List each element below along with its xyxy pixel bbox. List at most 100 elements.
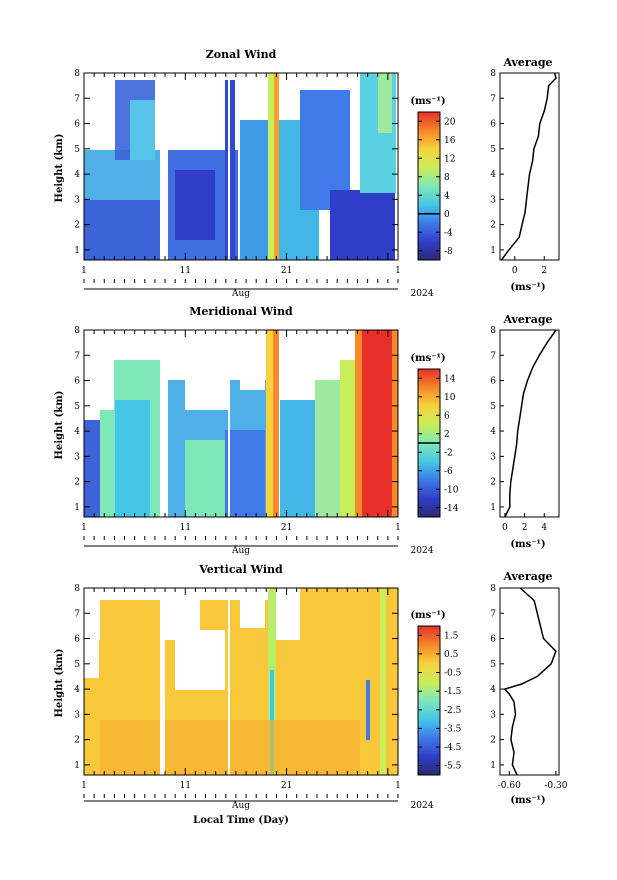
y-tick-label: 1 bbox=[74, 761, 80, 771]
average-profile-line bbox=[500, 72, 557, 261]
avg-y-tick-label: 6 bbox=[490, 635, 496, 645]
avg-y-tick-label: 2 bbox=[490, 736, 496, 746]
avg-x-tick-label: 2 bbox=[522, 523, 528, 533]
colorbar-tick-label: -14 bbox=[444, 504, 459, 514]
panel-title: Meridional Wind bbox=[189, 305, 293, 318]
heatmap-vertical bbox=[84, 588, 398, 775]
panel-title: Zonal Wind bbox=[206, 48, 277, 61]
colorbar-tick-label: -10 bbox=[444, 485, 459, 495]
avg-y-tick-label: 1 bbox=[490, 246, 496, 256]
colorbar-tick-label: 1.5 bbox=[444, 631, 459, 641]
colorbar-tick-label: -5.5 bbox=[444, 762, 462, 772]
x-tick-label: 1 bbox=[395, 266, 401, 276]
heatmap-zonal bbox=[84, 73, 398, 260]
heatmap-meridional bbox=[84, 330, 398, 517]
y-tick-label: 8 bbox=[74, 326, 80, 336]
x-tick-label: 21 bbox=[281, 781, 292, 791]
y-tick-label: 3 bbox=[74, 710, 80, 720]
plot-frame bbox=[83, 587, 399, 776]
x-tick-label: 1 bbox=[81, 523, 87, 533]
month-label: Aug bbox=[231, 801, 250, 811]
avg-y-tick-label: 3 bbox=[490, 195, 496, 205]
avg-y-tick-label: 7 bbox=[490, 94, 496, 104]
avg-x-tick-label: -0.30 bbox=[544, 781, 567, 791]
average-profile-line bbox=[503, 587, 557, 776]
y-tick-label: 2 bbox=[74, 478, 80, 488]
x-tick-label: 11 bbox=[180, 266, 191, 276]
x-tick-label: 11 bbox=[180, 523, 191, 533]
avg-y-tick-label: 8 bbox=[490, 584, 496, 594]
y-tick-label: 4 bbox=[74, 685, 80, 695]
colorbar-tick-label: 4 bbox=[444, 191, 450, 201]
y-tick-label: 7 bbox=[74, 351, 80, 361]
x-tick-label: 21 bbox=[281, 523, 292, 533]
colorbar-unit: (ms⁻¹) bbox=[410, 96, 445, 107]
x-tick-label: 1 bbox=[395, 523, 401, 533]
avg-y-tick-label: 8 bbox=[490, 69, 496, 79]
colorbar-meridional: (ms⁻¹) 14 10 6 2 -2 -6 -10 -14 bbox=[410, 353, 459, 518]
avg-x-tick-label: -0.60 bbox=[498, 781, 521, 791]
colorbar-tick-label: 10 bbox=[444, 393, 456, 403]
y-axis-label: Height (km) bbox=[54, 134, 65, 203]
x-tick-label: 1 bbox=[395, 781, 401, 791]
avg-y-tick-label: 8 bbox=[490, 326, 496, 336]
y-tick-label: 4 bbox=[74, 170, 80, 180]
x-axis-vertical: 1 11 21 1 bbox=[81, 588, 401, 798]
avg-y-tick-label: 4 bbox=[490, 685, 496, 695]
colorbar-tick-label: -3.5 bbox=[444, 724, 462, 734]
colorbar-tick-label: -2 bbox=[444, 448, 453, 458]
avg-y-tick-label: 3 bbox=[490, 452, 496, 462]
average-title: Average bbox=[502, 313, 552, 326]
avg-y-tick-label: 1 bbox=[490, 503, 496, 513]
year-label: 2024 bbox=[411, 289, 434, 299]
plot-frame bbox=[83, 329, 399, 518]
avg-y-tick-label: 7 bbox=[490, 609, 496, 619]
y-tick-label: 5 bbox=[74, 660, 80, 670]
y-axis-label: Height (km) bbox=[54, 649, 65, 718]
y-tick-label: 7 bbox=[74, 609, 80, 619]
average-profile-line bbox=[504, 329, 557, 518]
colorbar-tick-label: 14 bbox=[444, 374, 456, 384]
y-tick-label: 2 bbox=[74, 221, 80, 231]
average-frame bbox=[499, 587, 560, 776]
panel-zonal: Zonal Wind bbox=[54, 48, 560, 299]
x-axis-meridional: 1 11 21 1 bbox=[81, 330, 401, 540]
colorbar-tick-label: 20 bbox=[444, 117, 456, 127]
month-label: Aug bbox=[231, 546, 250, 556]
y-axis-zonal: 1 2 3 4 5 6 7 8 bbox=[74, 69, 398, 256]
y-tick-label: 3 bbox=[74, 195, 80, 205]
avg-x-tick-label: 0 bbox=[512, 266, 518, 276]
colorbar-tick-label: -4.5 bbox=[444, 743, 462, 753]
y-tick-label: 1 bbox=[74, 503, 80, 513]
x-axis-zonal: 1 11 21 1 bbox=[81, 73, 401, 283]
colorbar-tick-label: -6 bbox=[444, 467, 453, 477]
avg-y-tick-label: 2 bbox=[490, 478, 496, 488]
y-tick-label: 6 bbox=[74, 120, 80, 130]
colorbar-tick-label: -4 bbox=[444, 228, 453, 238]
year-label: 2024 bbox=[411, 546, 434, 556]
colorbar-tick-label: 0 bbox=[444, 210, 450, 220]
avg-y-tick-label: 4 bbox=[490, 170, 496, 180]
avg-x-tick-label: 0 bbox=[502, 523, 508, 533]
average-profile-vertical: Average (ms⁻¹) 1 2 3 4 5 6 7 8 -0.60 -0.30 bbox=[490, 570, 567, 806]
avg-y-tick-label: 3 bbox=[490, 710, 496, 720]
y-tick-label: 1 bbox=[74, 246, 80, 256]
avg-y-tick-label: 6 bbox=[490, 377, 496, 387]
panel-title: Vertical Wind bbox=[198, 563, 283, 576]
y-axis-label: Height (km) bbox=[54, 391, 65, 460]
y-tick-label: 3 bbox=[74, 452, 80, 462]
colorbar-tick-label: 16 bbox=[444, 136, 456, 146]
x-tick-label: 11 bbox=[180, 781, 191, 791]
x-tick-label: 1 bbox=[81, 266, 87, 276]
average-unit: (ms⁻¹) bbox=[510, 282, 545, 293]
avg-y-tick-label: 1 bbox=[490, 761, 496, 771]
y-tick-label: 8 bbox=[74, 584, 80, 594]
colorbar-scale bbox=[417, 111, 441, 261]
y-tick-label: 4 bbox=[74, 427, 80, 437]
year-label: 2024 bbox=[411, 801, 434, 811]
colorbar-tick-label: 6 bbox=[444, 411, 450, 421]
avg-x-tick-label: 2 bbox=[541, 266, 547, 276]
colorbar-unit: (ms⁻¹) bbox=[410, 610, 445, 621]
